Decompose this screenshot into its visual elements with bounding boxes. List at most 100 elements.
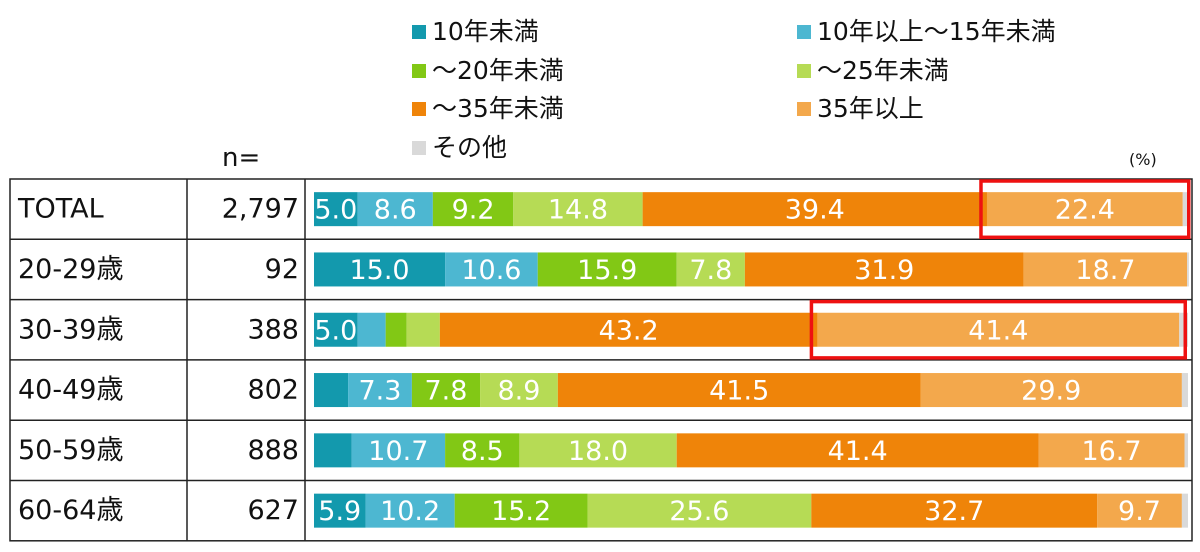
- bar-data-label: 31.9: [854, 255, 914, 286]
- bar-segment: [314, 252, 446, 287]
- bar-segment: [357, 192, 433, 227]
- bar-data-label: 15.9: [577, 255, 637, 286]
- bar-segment: [439, 312, 818, 347]
- bar-segment: [357, 312, 386, 347]
- legend-swatch: [412, 25, 426, 39]
- bar-data-label: 5.9: [318, 496, 361, 527]
- bar-data-label: 8.6: [374, 195, 417, 226]
- bar-data-label: 32.7: [924, 496, 984, 527]
- bar-segment: [445, 433, 520, 468]
- bar-data-label: 10.2: [380, 496, 440, 527]
- row-n-value: 2,797: [222, 194, 299, 225]
- highlight-box: [809, 299, 1188, 360]
- bar-data-label: 9.2: [452, 195, 495, 226]
- bar-segment: [642, 192, 987, 227]
- bar-segment: [587, 493, 812, 528]
- bar-segment: [314, 373, 349, 408]
- bar-segment: [348, 373, 412, 408]
- bar-data-label: 41.4: [828, 436, 888, 467]
- row-n-value: 888: [247, 435, 299, 466]
- legend-swatch: [797, 25, 811, 39]
- legend-label: ～35年未満: [432, 94, 564, 123]
- bar-segment: [314, 433, 352, 468]
- row-n-value: 388: [247, 314, 299, 345]
- legend-item: ～20年未満: [412, 55, 564, 87]
- bar-segment: [454, 493, 588, 528]
- row-n-value: 802: [247, 375, 299, 406]
- bar-data-label: 39.4: [785, 195, 845, 226]
- legend-swatch: [797, 64, 811, 78]
- legend-item: 10年以上～15年未満: [797, 16, 1056, 48]
- bar-data-label: 8.5: [461, 436, 504, 467]
- bar-segment: [986, 192, 1183, 227]
- bar-data-label: 7.8: [689, 255, 732, 286]
- bar-segment: [519, 433, 677, 468]
- bar-data-label: 10.6: [461, 255, 521, 286]
- legend-label: ～20年未満: [432, 56, 564, 85]
- row-category-label: TOTAL: [17, 194, 104, 225]
- n-column-header: n=: [222, 143, 261, 173]
- bar-segment: [676, 252, 745, 287]
- legend-label: その他: [432, 133, 508, 162]
- legend-item: その他: [412, 132, 507, 164]
- bar-segment: [385, 312, 407, 347]
- bar-data-label: 18.7: [1075, 255, 1135, 286]
- bar-segment: [513, 192, 643, 227]
- legend-swatch: [412, 64, 426, 78]
- bar-segment: [1184, 433, 1188, 468]
- bar-data-label: 14.8: [548, 195, 608, 226]
- legend-swatch: [412, 102, 426, 116]
- bar-data-label: 15.0: [349, 255, 409, 286]
- bar-segment: [1181, 373, 1188, 408]
- bar-data-label: 41.5: [709, 376, 769, 407]
- legend-label: ～25年未満: [817, 56, 949, 85]
- legend-item: ～35年未満: [412, 93, 564, 125]
- bar-segment: [480, 373, 558, 408]
- bar-segment: [365, 493, 455, 528]
- bar-data-label: 7.3: [359, 376, 402, 407]
- bar-data-label: 10.7: [368, 436, 428, 467]
- bar-data-label: 22.4: [1055, 195, 1115, 226]
- row-category-label: 40-49歳: [18, 375, 123, 406]
- bar-data-label: 5.0: [314, 315, 357, 346]
- bar-segment: [411, 373, 481, 408]
- legend-label: 10年未満: [432, 17, 539, 46]
- legend-item: ～25年未満: [797, 55, 949, 87]
- bar-segment: [1181, 493, 1188, 528]
- row-n-value: 627: [247, 495, 299, 526]
- legend-item: 10年未満: [412, 16, 539, 48]
- bar-data-label: 41.4: [968, 315, 1028, 346]
- bar-segment: [1038, 433, 1185, 468]
- bar-segment: [314, 312, 358, 347]
- bar-data-label: 7.8: [424, 376, 467, 407]
- bar-segment: [432, 192, 514, 227]
- bar-segment: [445, 252, 538, 287]
- bar-segment: [811, 493, 1098, 528]
- unit-label: (%): [1129, 150, 1157, 169]
- bar-data-label: 29.9: [1021, 376, 1081, 407]
- bar-segment: [1187, 252, 1189, 287]
- legend-item: 35年以上: [797, 93, 924, 125]
- bar-segment: [920, 373, 1182, 408]
- bar-data-label: 16.7: [1081, 436, 1141, 467]
- bar-data-label: 25.6: [669, 496, 729, 527]
- legend-label: 10年以上～15年未満: [817, 17, 1056, 46]
- row-n-value: 92: [265, 254, 299, 285]
- bar-segment: [676, 433, 1039, 468]
- chart-legend: 10年未満 10年以上～15年未満 ～20年未満 ～25年未満 ～35年未満 3…: [0, 0, 1200, 175]
- bar-segment: [1023, 252, 1188, 287]
- bar-segment: [537, 252, 677, 287]
- bar-data-label: 18.0: [568, 436, 628, 467]
- bar-segment: [351, 433, 446, 468]
- row-category-label: 20-29歳: [18, 254, 123, 285]
- highlight-box: [979, 179, 1191, 240]
- bar-segment: [557, 373, 921, 408]
- bar-segment: [744, 252, 1024, 287]
- legend-swatch: [797, 102, 811, 116]
- bar-data-label: 5.0: [314, 195, 357, 226]
- bar-segment: [314, 493, 366, 528]
- bar-segment: [406, 312, 440, 347]
- bar-data-label: 9.7: [1118, 496, 1161, 527]
- bar-segment: [817, 312, 1180, 347]
